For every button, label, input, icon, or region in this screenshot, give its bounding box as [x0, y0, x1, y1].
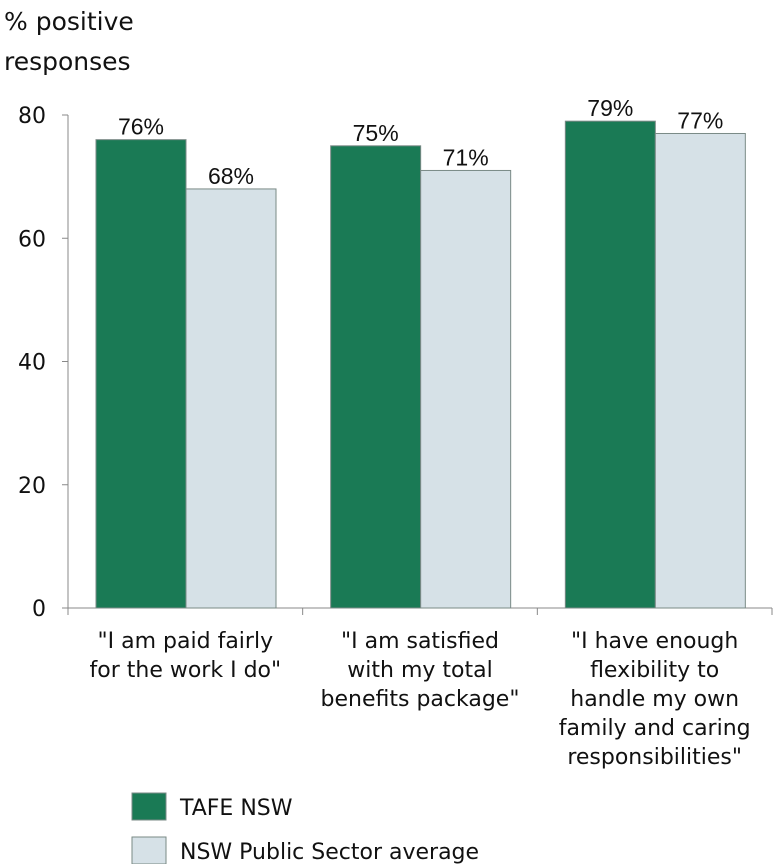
bar: [654, 132, 746, 609]
category-labels: "I am paid fairly for the work I do""I am…: [90, 629, 751, 770]
bar: [95, 139, 187, 609]
category-label-line: benefits package": [321, 687, 520, 712]
bars: [95, 120, 746, 609]
category-label-line: responsibilities": [567, 745, 742, 770]
category-label-line: for the work I do": [90, 658, 282, 683]
category-label-line: "I am satisfied: [341, 629, 499, 654]
data-label: 68%: [208, 163, 254, 189]
category-label-line: with my total: [347, 658, 492, 683]
y-tick-label: 20: [18, 474, 46, 499]
legend-label: NSW Public Sector average: [180, 840, 479, 864]
legend-swatch: [131, 792, 167, 821]
category-label: "I am paid fairly for the work I do": [90, 629, 282, 683]
category-label-line: flexibility to: [590, 658, 719, 683]
data-label: 77%: [677, 107, 723, 133]
category-label-line: family and caring: [559, 716, 751, 741]
bar: [420, 169, 512, 609]
category-label: "I have enough flexibility to handle my ow…: [559, 629, 751, 770]
y-axis-label: % positive responses: [4, 7, 134, 76]
category-label-line: handle my own: [570, 687, 739, 712]
bar: [185, 188, 277, 609]
data-labels: 76% 68% 75% 71% 79% 77%: [118, 95, 723, 189]
data-label: 79%: [587, 95, 633, 121]
data-label: 76%: [118, 114, 164, 140]
y-tick-label: 0: [32, 597, 46, 622]
category-label-line: "I am paid fairly: [98, 629, 274, 654]
data-label: 71%: [443, 144, 489, 170]
bar: [564, 120, 656, 609]
category-label: "I am satisfied with my total benefits pac…: [321, 629, 520, 712]
y-axis-label-line-2: responses: [4, 47, 131, 76]
legend: TAFE NSW NSW Public Sector average: [131, 792, 479, 864]
legend-swatch: [131, 836, 167, 864]
y-tick-label: 80: [18, 104, 46, 129]
bar: [330, 145, 422, 609]
legend-label: TAFE NSW: [179, 796, 293, 821]
category-label-line: "I have enough: [571, 629, 738, 654]
data-label: 75%: [353, 120, 399, 146]
y-tick-label: 40: [18, 351, 46, 376]
y-tick-label: 60: [18, 227, 46, 252]
y-axis-label-line-1: % positive: [4, 7, 134, 36]
